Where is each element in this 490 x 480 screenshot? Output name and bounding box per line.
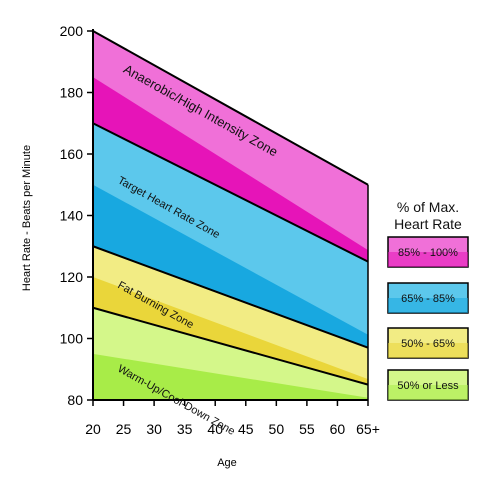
x-tick-label-25: 25 [116, 421, 132, 437]
legend-label-2: 50% - 65% [401, 338, 455, 350]
zone-band-dark-2 [93, 277, 368, 385]
zone-band-2 [93, 246, 368, 385]
x-tick-label-55: 55 [299, 421, 315, 437]
zone-band-1 [93, 123, 368, 348]
x-tick-label-50: 50 [269, 421, 285, 437]
legend-swatch-shade-1 [388, 298, 468, 313]
legend-swatch-shade-2 [388, 343, 468, 358]
legend-label-0: 85% - 100% [398, 247, 458, 259]
legend-label-1: 65% - 85% [401, 293, 455, 305]
legend-label-3: 50% or Less [397, 380, 459, 392]
x-axis-title: Age [217, 457, 237, 469]
x-tick-label-35: 35 [177, 421, 193, 437]
x-tick-label-40: 40 [207, 421, 223, 437]
y-tick-label-120: 120 [60, 269, 84, 285]
boundary-line-65% [92, 245, 369, 349]
legend-title-line-1: % of Max. [397, 199, 459, 215]
boundary-lines [92, 30, 369, 386]
x-tick-label-45: 45 [238, 421, 254, 437]
y-tick-label-80: 80 [67, 392, 83, 408]
legend: % of Max. Heart Rate 85% - 100% 65% - 85%… [387, 199, 469, 401]
x-tick-label-20: 20 [85, 421, 101, 437]
legend-swatch-shade-0 [388, 252, 468, 267]
y-tick-label-100: 100 [60, 331, 84, 347]
x-tick-label-65+: 65+ [356, 421, 380, 437]
zones-layer [93, 31, 368, 400]
boundary-line-50% [92, 306, 369, 386]
y-axis-title: Heart Rate - Beats per Minute [21, 145, 33, 291]
legend-items: 85% - 100% 65% - 85% 50% - 65% 50% or Less [387, 236, 469, 401]
boundary-line-max [92, 30, 369, 186]
x-tick-label-60: 60 [330, 421, 346, 437]
x-tick-label-30: 30 [146, 421, 162, 437]
zone-band-dark-0 [93, 77, 368, 262]
legend-title-line-2: Heart Rate [394, 216, 462, 232]
boundary-line-85% [92, 122, 369, 263]
zone-band-dark-3 [93, 353, 368, 400]
zone-band-0 [93, 31, 368, 262]
y-tick-label-160: 160 [60, 146, 84, 162]
axes: 80 100 120 140 160 180 200 20 25 30 35 40 45 50 55 60 65… [60, 23, 380, 437]
y-tick-label-200: 200 [60, 23, 84, 39]
y-tick-label-140: 140 [60, 208, 84, 224]
legend-swatch-shade-3 [388, 385, 468, 400]
zone-band-dark-1 [93, 184, 368, 348]
y-tick-label-180: 180 [60, 85, 84, 101]
